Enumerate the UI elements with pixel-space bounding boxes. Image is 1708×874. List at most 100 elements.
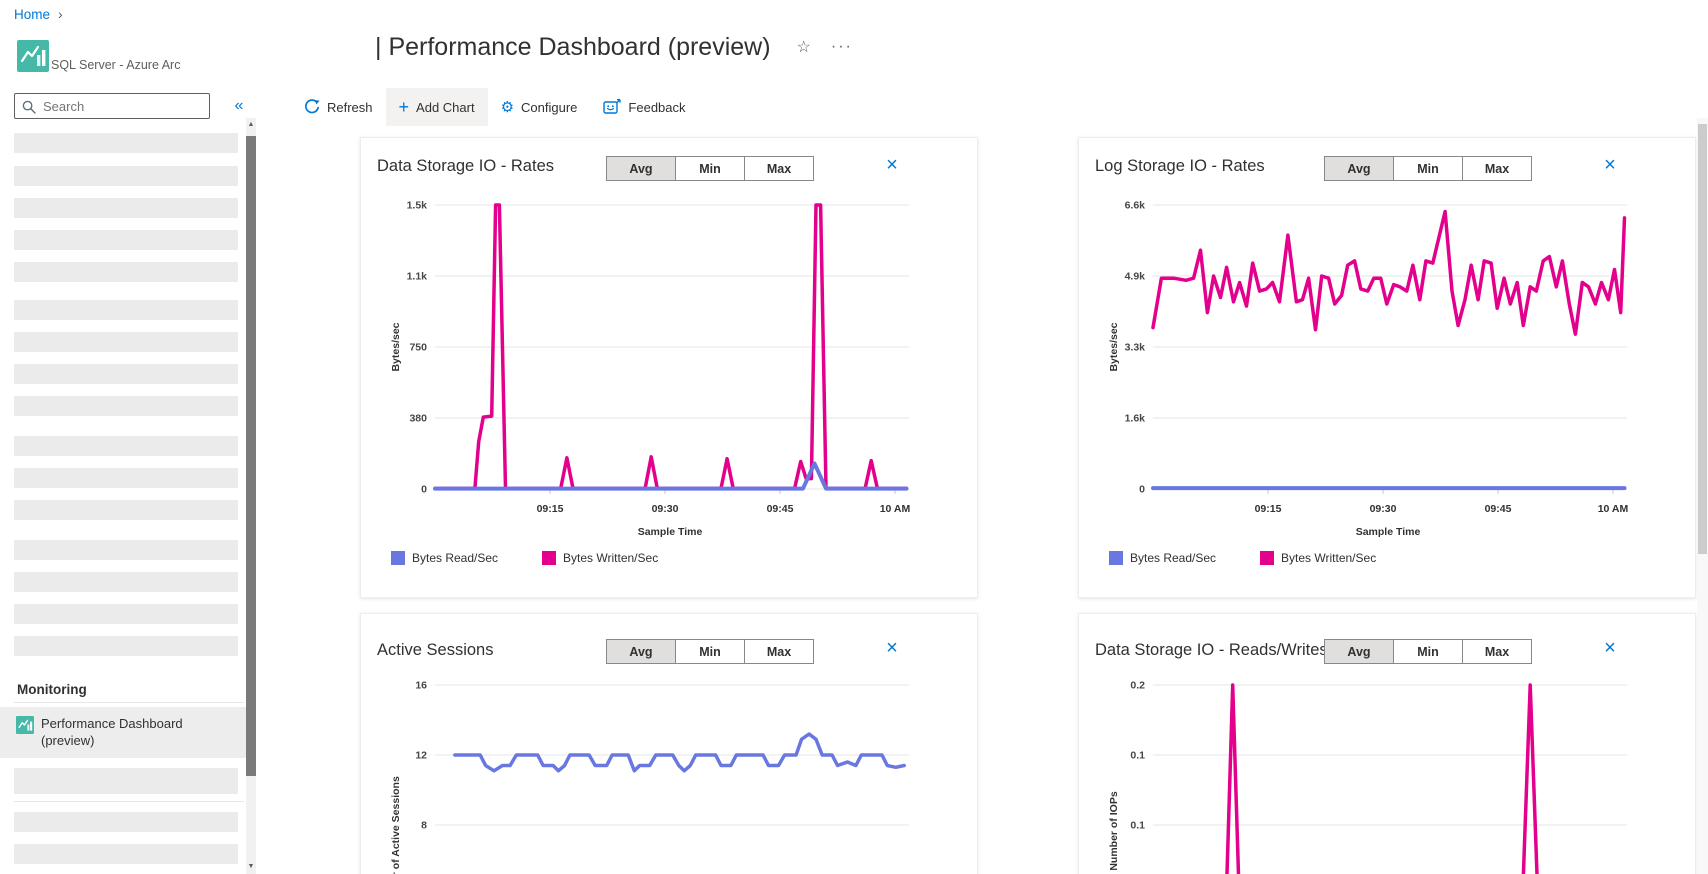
svg-text:Bytes/sec: Bytes/sec [1108, 322, 1120, 371]
legend-item[interactable]: Bytes Read/Sec [1109, 551, 1216, 565]
breadcrumb-home-link[interactable]: Home [14, 6, 51, 22]
avg-button[interactable]: Avg [606, 156, 676, 181]
max-button[interactable]: Max [1462, 156, 1532, 181]
svg-text:09:45: 09:45 [1485, 503, 1512, 515]
svg-text:0.1: 0.1 [1130, 750, 1145, 762]
min-button[interactable]: Min [1393, 156, 1463, 181]
svg-text:16: 16 [415, 680, 427, 692]
resource-name: SQL Server - Azure Arc [51, 58, 181, 72]
sidebar-section-monitoring: Monitoring [17, 682, 87, 697]
skeleton-item [14, 230, 238, 250]
skeleton-item [14, 332, 238, 352]
scroll-down-icon[interactable]: ▼ [247, 863, 255, 870]
close-chart-icon[interactable]: × [1597, 636, 1623, 660]
avg-button[interactable]: Avg [1324, 156, 1394, 181]
sidebar-scrollbar-thumb[interactable] [246, 136, 256, 776]
min-button[interactable]: Min [675, 156, 745, 181]
close-chart-icon[interactable]: × [879, 636, 905, 660]
chart-card-log-storage-io-rates: 6.6k 4.9k 3.3k 1.6k 0 Bytes/sec 09:15 09:30 09:4… [1078, 137, 1696, 598]
add-chart-button[interactable]: + Add Chart [385, 88, 488, 126]
svg-text:09:30: 09:30 [652, 503, 679, 515]
aggregation-toggle: Avg Min Max [1324, 639, 1532, 664]
dashboard-chart-icon [16, 716, 34, 734]
sidebar-collapse-button[interactable]: « [228, 94, 250, 118]
skeleton-item [14, 364, 238, 384]
refresh-button[interactable]: Refresh [291, 88, 386, 126]
more-options-icon[interactable]: ··· [830, 38, 853, 55]
avg-button[interactable]: Avg [606, 639, 676, 664]
legend-swatch-blue [391, 551, 405, 565]
close-chart-icon[interactable]: × [879, 153, 905, 177]
main-scrollbar-thumb[interactable] [1698, 124, 1707, 554]
aggregation-toggle: Avg Min Max [1324, 156, 1532, 181]
aggregation-toggle: Avg Min Max [606, 639, 814, 664]
configure-button[interactable]: ⚙ Configure [488, 88, 591, 126]
page-title: | Performance Dashboard (preview) [375, 32, 771, 61]
svg-text:750: 750 [409, 342, 427, 354]
svg-text:12: 12 [415, 750, 427, 762]
svg-text:09:15: 09:15 [1255, 503, 1282, 515]
sidebar-item-label-line2: (preview) [41, 733, 95, 748]
svg-text:0.1: 0.1 [1130, 820, 1145, 832]
aggregation-toggle: Avg Min Max [606, 156, 814, 181]
svg-text:1.1k: 1.1k [407, 271, 428, 283]
legend-item[interactable]: Bytes Read/Sec [391, 551, 498, 565]
legend-swatch-blue [1109, 551, 1123, 565]
search-input[interactable] [15, 94, 209, 118]
feedback-button[interactable]: Feedback [590, 88, 698, 126]
page-header: | Performance Dashboard (preview) ☆ ··· [375, 30, 853, 64]
skeleton-item [14, 500, 238, 520]
legend-item[interactable]: Bytes Written/Sec [1260, 551, 1376, 565]
close-chart-icon[interactable]: × [1597, 153, 1623, 177]
refresh-label: Refresh [327, 99, 373, 115]
svg-text:8: 8 [421, 820, 427, 832]
skeleton-item [14, 604, 238, 624]
max-button[interactable]: Max [1462, 639, 1532, 664]
line-chart: 0.2 0.1 0.1 Number of IOPs [1108, 680, 1627, 874]
legend-item[interactable]: Bytes Written/Sec [542, 551, 658, 565]
chart-title: Active Sessions [377, 641, 494, 659]
svg-text:4.9k: 4.9k [1125, 271, 1146, 283]
chart-title: Data Storage IO - Rates [377, 157, 554, 175]
avg-button[interactable]: Avg [1324, 639, 1394, 664]
chart-card-data-storage-io-rates: 1.5k 1.1k 750 380 0 Bytes/sec 09:15 09:30 09:45 1… [360, 137, 978, 598]
max-button[interactable]: Max [744, 156, 814, 181]
skeleton-item [14, 540, 238, 560]
chart-card-data-storage-io-reads-writes: 0.2 0.1 0.1 Number of IOPs Data Storage IO … [1078, 613, 1696, 874]
skeleton-item [14, 768, 238, 794]
add-chart-label: Add Chart [416, 99, 475, 115]
svg-text:380: 380 [409, 413, 427, 425]
skeleton-item [14, 166, 238, 186]
chart-legend: Bytes Read/Sec Bytes Written/Sec [391, 551, 658, 565]
min-button[interactable]: Min [675, 639, 745, 664]
sidebar-search [14, 93, 210, 119]
skeleton-item [14, 572, 238, 592]
skeleton-item [14, 262, 238, 282]
skeleton-item [14, 396, 238, 416]
skeleton-item [14, 636, 238, 656]
configure-label: Configure [521, 99, 578, 115]
favorite-star-icon[interactable]: ☆ [796, 39, 811, 56]
line-chart: 6.6k 4.9k 3.3k 1.6k 0 Bytes/sec 09:15 09:30 09:4… [1108, 200, 1629, 539]
divider [14, 702, 244, 703]
breadcrumb: Home › [14, 6, 63, 22]
legend-swatch-pink [1260, 551, 1275, 565]
skeleton-item [14, 468, 238, 488]
svg-text:Number of Active Sessions: Number of Active Sessions [390, 776, 402, 874]
legend-label: Bytes Written/Sec [1281, 551, 1377, 565]
line-chart: 1.5k 1.1k 750 380 0 Bytes/sec 09:15 09:30 09:45 1… [390, 200, 911, 539]
max-button[interactable]: Max [744, 639, 814, 664]
sql-server-azure-arc-icon [17, 40, 49, 72]
svg-text:1.6k: 1.6k [1125, 413, 1146, 425]
scroll-up-icon[interactable]: ▲ [247, 121, 255, 128]
min-button[interactable]: Min [1393, 639, 1463, 664]
chart-title: Log Storage IO - Rates [1095, 157, 1265, 175]
breadcrumb-chevron-icon: › [58, 6, 63, 22]
skeleton-item [14, 198, 238, 218]
feedback-label: Feedback [628, 99, 686, 115]
legend-swatch-pink [542, 551, 557, 565]
sidebar-item-performance-dashboard[interactable]: Performance Dashboard (preview) [0, 707, 246, 758]
legend-label: Bytes Read/Sec [1130, 551, 1217, 565]
chart-legend: Bytes Read/Sec Bytes Written/Sec [1109, 551, 1376, 565]
